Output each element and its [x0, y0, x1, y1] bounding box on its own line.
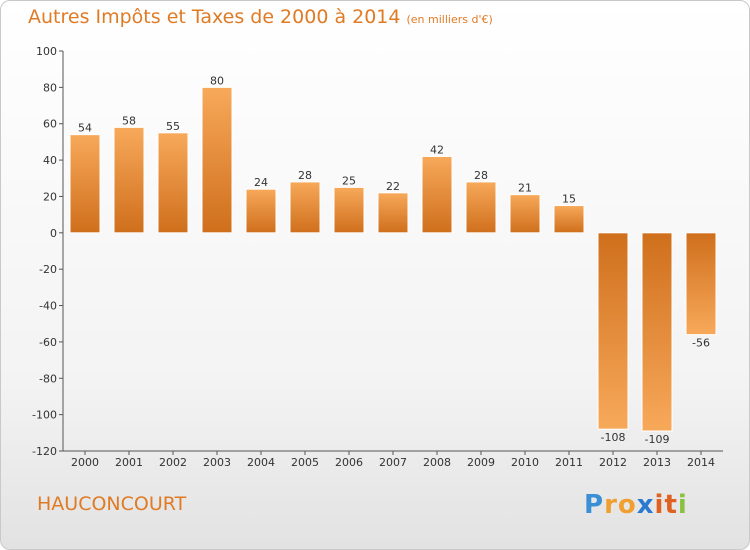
logo-letter: o: [617, 490, 637, 520]
data-label: 28: [298, 169, 312, 182]
bar: [509, 194, 541, 234]
data-label: 55: [166, 120, 180, 133]
y-tick-label: -60: [39, 336, 57, 349]
chart-title: Autres Impôts et Taxes de 2000 à 2014 (en…: [28, 6, 493, 28]
bar: [597, 232, 629, 430]
bar: [421, 155, 453, 234]
x-tick-label: 2013: [643, 456, 671, 469]
data-label: 54: [78, 122, 92, 135]
data-label: 28: [474, 169, 488, 182]
data-label: 42: [430, 143, 444, 156]
x-tick-label: 2012: [599, 456, 627, 469]
y-tick-label: 100: [36, 45, 57, 58]
data-label: -56: [692, 337, 710, 350]
x-tick-label: 2007: [379, 456, 407, 469]
x-tick-label: 2005: [291, 456, 319, 469]
bar: [641, 232, 673, 432]
data-labels: 54 58 55 80 24 28 25 22 42 28 21 15 -108 -109 -56: [78, 74, 710, 446]
x-tick-label: 2010: [511, 456, 539, 469]
logo-letter: i: [654, 490, 665, 520]
bar: [69, 134, 101, 234]
data-label: 15: [562, 193, 576, 206]
data-label: -108: [601, 431, 626, 444]
bar: [685, 232, 717, 336]
x-tick-label: 2002: [159, 456, 187, 469]
x-tick-label: 2011: [555, 456, 583, 469]
bar: [157, 132, 189, 234]
bar: [289, 181, 321, 234]
y-tick-label: 40: [43, 154, 57, 167]
y-tick-label: -40: [39, 300, 57, 313]
y-tick-label: -80: [39, 372, 57, 385]
place-name: HAUCONCOURT: [37, 493, 187, 515]
bar: [245, 188, 277, 234]
data-label: 22: [386, 180, 400, 193]
data-label: 24: [254, 176, 268, 189]
y-tick-label: -20: [39, 263, 57, 276]
bar: [333, 186, 365, 234]
logo-letter: i: [677, 490, 688, 520]
bar: [553, 205, 585, 234]
axes: 100 80 60 40 20 0 -20 -40 -60 -80 -100 -120 2000 2001…: [32, 45, 723, 469]
chart-title-text: Autres Impôts et Taxes de 2000 à 2014: [28, 6, 401, 28]
data-label: 80: [210, 74, 224, 87]
data-label: 25: [342, 174, 356, 187]
logo-letter: x: [636, 490, 655, 520]
bar: [377, 192, 409, 234]
y-tick-label: 0: [50, 227, 57, 240]
y-tick-label: 20: [43, 190, 57, 203]
y-tick-label: -120: [32, 445, 57, 458]
logo-letter: r: [604, 490, 618, 520]
chart-unit: (en milliers d'€): [406, 13, 493, 26]
x-tick-label: 2014: [687, 456, 715, 469]
x-tick-label: 2003: [203, 456, 231, 469]
bar: [113, 126, 145, 234]
x-tick-label: 2000: [71, 456, 99, 469]
x-tick-label: 2001: [115, 456, 143, 469]
bar: [201, 86, 233, 234]
logo-letter: t: [664, 490, 678, 520]
y-tick-label: -100: [32, 409, 57, 422]
y-tick-label: 60: [43, 118, 57, 131]
data-label: -109: [645, 433, 670, 446]
bars: [69, 86, 717, 432]
x-tick-label: 2004: [247, 456, 275, 469]
data-label: 21: [518, 182, 532, 195]
bar: [465, 181, 497, 234]
x-tick-label: 2006: [335, 456, 363, 469]
data-label: 58: [122, 114, 136, 127]
x-tick-label: 2008: [423, 456, 451, 469]
y-tick-label: 80: [43, 81, 57, 94]
proxiti-logo: Proxiti: [584, 490, 688, 520]
x-tick-label: 2009: [467, 456, 495, 469]
logo-letter: P: [584, 490, 605, 520]
